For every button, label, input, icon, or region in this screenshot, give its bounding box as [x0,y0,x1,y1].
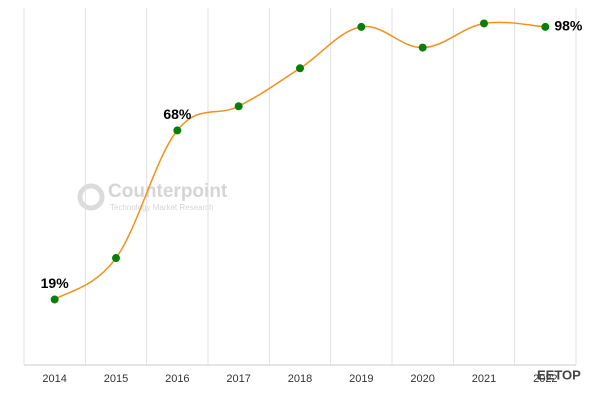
x-tick-label: 2015 [104,373,128,385]
data-label: 98% [554,18,583,34]
x-tick-label: 2017 [226,373,250,385]
x-tick-label: 2016 [165,373,189,385]
watermark-logo [77,183,105,211]
data-label: 68% [163,106,192,122]
data-point [418,43,427,52]
data-point [480,19,488,28]
data-point [173,126,182,135]
watermark-brand: Counterpoint [108,181,228,202]
watermark-tagline: Technology Market Research [110,203,214,212]
x-tick-label: 2019 [349,373,373,385]
data-point [234,102,243,111]
source-watermark: EETOP [537,367,581,382]
x-tick-label: 2021 [472,373,496,385]
data-point [357,22,366,31]
watermark: Counterpoint Technology Market Research [77,181,228,212]
data-point [50,295,59,304]
line [54,21,546,301]
data-point [112,254,120,263]
x-tick-label: 2022 [533,373,557,385]
data-label: 19% [41,275,70,291]
data-point [541,22,550,31]
x-tick-label: 2014 [42,373,66,385]
x-tick-label: 2020 [410,373,434,385]
data-point [296,64,304,73]
x-tick-label: 2018 [288,373,312,385]
